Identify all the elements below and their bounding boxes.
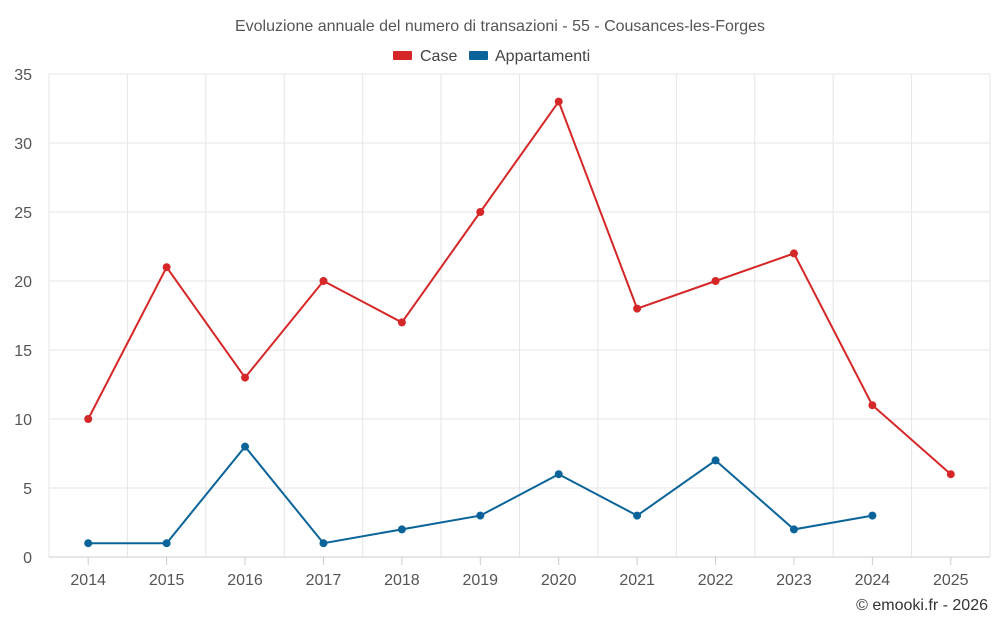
y-tick-label: 20 xyxy=(14,274,32,291)
legend-item-appartamenti[interactable]: Appartamenti xyxy=(469,48,590,65)
y-tick-label: 0 xyxy=(23,550,32,567)
y-tick-label: 30 xyxy=(14,136,32,153)
x-axis: 2014 2015 2016 2017 2018 2019 2020 2021 2022 2023… xyxy=(49,556,990,589)
y-tick-label: 5 xyxy=(23,481,32,498)
x-tick-label: 2018 xyxy=(384,572,420,589)
data-point-case[interactable] xyxy=(319,277,328,285)
x-tick-label: 2022 xyxy=(698,572,734,589)
data-point-case[interactable] xyxy=(476,208,485,216)
data-point-case[interactable] xyxy=(711,277,720,285)
x-tick-label: 2025 xyxy=(933,572,969,589)
legend-item-case[interactable]: Case xyxy=(393,48,457,65)
data-point-case[interactable] xyxy=(84,415,93,423)
data-point-case[interactable] xyxy=(241,373,250,382)
data-point-appartamenti[interactable] xyxy=(397,525,406,534)
y-tick-label: 25 xyxy=(14,205,32,222)
data-point-case[interactable] xyxy=(946,470,955,479)
data-point-appartamenti[interactable] xyxy=(84,539,93,548)
y-tick-label: 15 xyxy=(14,343,32,360)
x-tick-label: 2024 xyxy=(855,572,891,589)
chart-title: Evoluzione annuale del numero di transaz… xyxy=(235,18,765,35)
legend-label: Case xyxy=(420,48,457,65)
data-point-appartamenti[interactable] xyxy=(554,470,563,479)
x-tick-label: 2020 xyxy=(541,572,577,589)
data-point-appartamenti[interactable] xyxy=(711,456,720,465)
data-point-case[interactable] xyxy=(868,401,877,410)
credit-text: © emooki.fr - 2026 xyxy=(856,597,988,614)
legend-swatch xyxy=(393,51,412,60)
grid xyxy=(48,73,991,557)
y-axis: 0 5 10 15 20 25 30 35 xyxy=(14,67,32,567)
data-point-case[interactable] xyxy=(162,263,171,272)
data-point-case[interactable] xyxy=(789,249,798,258)
data-point-appartamenti[interactable] xyxy=(789,525,798,534)
legend-swatch xyxy=(469,51,488,60)
x-tick-label: 2021 xyxy=(619,572,655,589)
y-tick-label: 35 xyxy=(14,67,32,84)
data-point-case[interactable] xyxy=(633,304,642,313)
x-tick-label: 2015 xyxy=(149,572,185,589)
legend: Case Appartamenti xyxy=(393,48,590,65)
data-point-appartamenti[interactable] xyxy=(476,511,485,520)
x-tick-label: 2023 xyxy=(776,572,812,589)
data-point-appartamenti[interactable] xyxy=(319,539,328,548)
data-point-case[interactable] xyxy=(397,318,406,327)
x-tick-label: 2016 xyxy=(227,572,263,589)
x-tick-label: 2014 xyxy=(70,572,106,589)
data-point-appartamenti[interactable] xyxy=(241,442,250,451)
data-point-case[interactable] xyxy=(554,97,563,106)
x-tick-label: 2017 xyxy=(306,572,342,589)
series-line-case xyxy=(87,99,952,475)
data-point-appartamenti[interactable] xyxy=(633,511,642,520)
legend-label: Appartamenti xyxy=(495,48,590,65)
y-tick-label: 10 xyxy=(14,412,32,429)
data-point-appartamenti[interactable] xyxy=(868,511,877,520)
series xyxy=(84,97,955,548)
x-tick-label: 2019 xyxy=(462,572,498,589)
data-point-appartamenti[interactable] xyxy=(162,539,171,548)
